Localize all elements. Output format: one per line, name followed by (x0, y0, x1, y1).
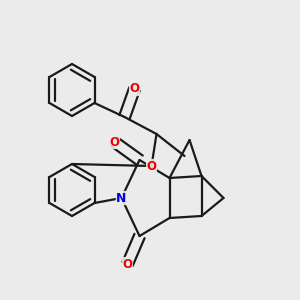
Text: O: O (110, 136, 119, 148)
Text: O: O (130, 82, 140, 95)
Text: O: O (146, 160, 157, 172)
Text: N: N (116, 191, 127, 205)
Text: O: O (122, 257, 133, 271)
